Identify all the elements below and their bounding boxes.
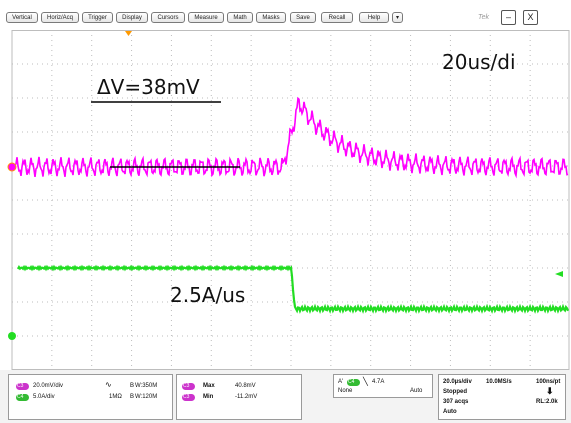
ch3-scale: 20.0mV/div: [33, 383, 64, 389]
ch4-ground-marker[interactable]: [8, 332, 16, 340]
menu-save[interactable]: Save: [290, 12, 316, 23]
menu-recall[interactable]: Recall: [321, 12, 353, 23]
single-sequence-icon[interactable]: ⬇: [546, 386, 554, 396]
timebase: 20.0µs/div: [443, 379, 472, 385]
menu-bar: Vertical Horiz/Acq Trigger Display Curso…: [0, 0, 571, 30]
slew-rate-annotation: 2.5A/us: [170, 283, 246, 307]
ch3-ground-marker[interactable]: [7, 162, 17, 172]
ch3-waveform[interactable]: [13, 96, 569, 179]
measurements-box[interactable]: C3 Max 40.8mV C3 Min -11.2mV: [176, 374, 302, 420]
acquisition-box[interactable]: 20.0µs/div 10.0MS/s 100ns/pt Stopped ⬇ 3…: [438, 374, 566, 420]
ch3-bw-value: W:350M: [135, 383, 158, 389]
minimize-button[interactable]: –: [501, 10, 516, 25]
ch3-coupling-icon: ∿: [105, 380, 112, 389]
rising-edge-icon: ╲: [363, 377, 368, 386]
meas2-label: Min: [203, 394, 214, 400]
ch4-impedance: 1MΩ: [109, 394, 122, 400]
menu-vertical[interactable]: Vertical: [6, 12, 38, 23]
record-length: RL:2.0k: [536, 399, 558, 405]
menu-display[interactable]: Display: [116, 12, 148, 23]
menu-math[interactable]: Math: [227, 12, 253, 23]
sample-rate: 10.0MS/s: [486, 379, 512, 385]
resolution: 100ns/pt: [536, 379, 561, 385]
time-per-div-annotation: 20us/di: [442, 50, 516, 74]
info-panel: C3 20.0mV/div ∿ B W:350M C4 5.0A/div 1MΩ…: [0, 370, 571, 423]
trigger-mode-left: None: [338, 388, 353, 394]
trigger-source-badge: [347, 379, 360, 386]
menu-dropdown-icon[interactable]: ▾: [392, 12, 403, 23]
meas2-badge: [182, 394, 195, 401]
menu-help[interactable]: Help: [359, 12, 389, 23]
ch3-badge: [16, 383, 29, 390]
ch3-bw-label: B: [130, 383, 135, 389]
trigger-source: C4: [348, 379, 355, 385]
trigger-box[interactable]: A' C4 ╲ 4.7A None Auto: [333, 374, 433, 398]
meas2-value: -11.2mV: [235, 394, 258, 400]
menu-masks[interactable]: Masks: [256, 12, 286, 23]
acq-state: Stopped: [443, 389, 467, 395]
brand-logo: Tek: [478, 14, 490, 21]
scope-display[interactable]: [0, 30, 571, 370]
close-button[interactable]: X: [523, 10, 538, 25]
trigger-label: A': [338, 379, 344, 385]
ch4-bw-label: B: [130, 394, 135, 400]
menu-trigger[interactable]: Trigger: [82, 12, 113, 23]
meas1-label: Max: [203, 383, 215, 389]
trigger-level: 4.7A: [372, 379, 385, 385]
trigger-mode-right: Auto: [410, 388, 423, 394]
ch4-badge: [16, 394, 29, 401]
trigger-level-marker[interactable]: [555, 271, 563, 277]
menu-horiz-acq[interactable]: Horiz/Acq: [41, 12, 79, 23]
menu-cursors[interactable]: Cursors: [151, 12, 185, 23]
ch4-waveform[interactable]: [17, 264, 570, 314]
ch3-tag: C3: [17, 383, 24, 389]
meas1-tag: C3: [183, 383, 190, 389]
meas2-tag: C3: [183, 394, 190, 400]
graticule: [11, 30, 570, 370]
ch4-scale: 5.0A/div: [33, 394, 55, 400]
ch4-tag: C4: [17, 394, 24, 400]
acq-mode: Auto: [443, 409, 457, 415]
channel-settings-box[interactable]: C3 20.0mV/div ∿ B W:350M C4 5.0A/div 1MΩ…: [8, 374, 173, 420]
ch4-bw-value: W:120M: [135, 394, 158, 400]
delta-v-annotation: ΔV=38mV: [97, 75, 200, 99]
menu-measure[interactable]: Measure: [188, 12, 224, 23]
acq-count: 307 acqs: [443, 399, 469, 405]
trigger-position-marker[interactable]: [125, 31, 132, 36]
meas1-badge: [182, 383, 195, 390]
meas1-value: 40.8mV: [235, 383, 256, 389]
waveform-traces: [13, 96, 570, 314]
